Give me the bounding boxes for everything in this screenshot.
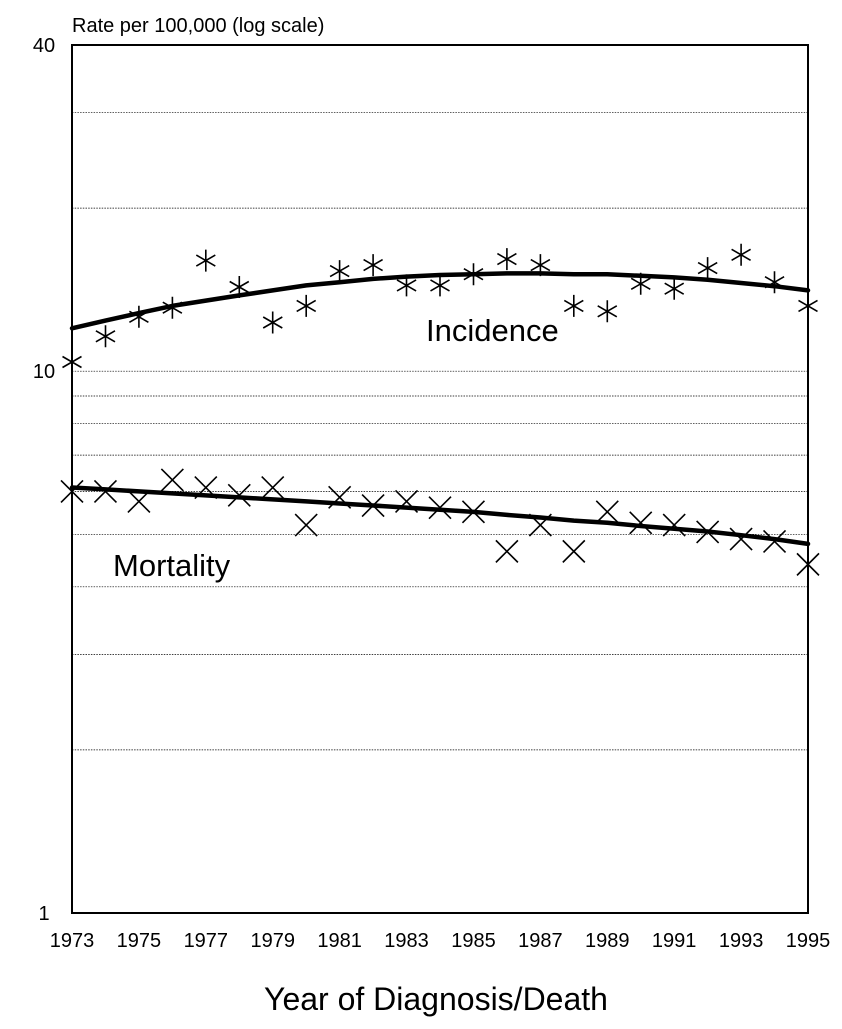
y-tick-label: 10 (33, 361, 55, 383)
x-axis-label: Year of Diagnosis/Death (264, 981, 608, 1017)
incidence-data-point (563, 294, 584, 317)
incidence-data-point (363, 254, 384, 277)
mortality-data-point (294, 513, 318, 537)
data-markers (60, 243, 820, 576)
x-tick-label: 1993 (719, 930, 764, 952)
x-tick-label: 1977 (184, 930, 229, 952)
y-tick-label: 1 (38, 903, 49, 925)
mortality-data-point (261, 475, 285, 500)
x-tick-label: 1991 (652, 930, 697, 952)
mortality-data-point (428, 496, 452, 520)
mortality-data-point (127, 489, 151, 513)
grid-lines (72, 112, 808, 751)
incidence-data-point (262, 311, 283, 334)
y-tick-labels: 1 10 40 (33, 35, 55, 925)
mortality-data-point (361, 493, 385, 518)
incidence-data-point (95, 325, 116, 348)
mortality-data-point (528, 513, 552, 537)
incidence-data-point (430, 274, 450, 297)
x-tick-label: 1973 (50, 930, 95, 952)
mortality-data-point (696, 520, 720, 544)
incidence-data-point (162, 296, 183, 319)
incidence-data-point (530, 254, 551, 277)
y-axis-label: Rate per 100,000 (log scale) (72, 15, 324, 37)
mortality-data-point (729, 527, 753, 551)
mortality-data-point (629, 511, 653, 535)
mortality-data-point (662, 513, 686, 537)
incidence-data-point (296, 294, 317, 317)
mortality-data-point (595, 500, 619, 524)
mortality-data-point (93, 479, 118, 503)
mortality-data-point (495, 539, 519, 563)
incidence-data-point (664, 277, 685, 300)
mortality-data-point (328, 485, 352, 509)
mortality-data-point (461, 500, 486, 524)
incidence-data-point (128, 305, 149, 328)
x-tick-label: 1985 (451, 930, 496, 952)
incidence-data-point (463, 263, 484, 286)
incidence-data-point (329, 260, 350, 283)
incidence-data-point (496, 248, 517, 271)
incidence-data-point (731, 243, 752, 266)
mortality-data-point (160, 468, 184, 492)
plot-frame (71, 44, 809, 914)
incidence-series-label: Incidence (426, 313, 559, 348)
incidence-data-point (630, 272, 651, 295)
x-tick-label: 1983 (384, 930, 429, 952)
incidence-data-point (697, 257, 718, 280)
x-tick-label: 1995 (786, 930, 831, 952)
mortality-data-point (394, 489, 419, 513)
mortality-data-point (194, 475, 218, 500)
x-tick-label: 1981 (317, 930, 362, 952)
incidence-data-point (396, 274, 417, 297)
incidence-data-point (229, 276, 250, 298)
incidence-data-point (597, 300, 618, 323)
mortality-trend-line (69, 485, 811, 547)
x-tick-label: 1989 (585, 930, 630, 952)
incidence-data-point (764, 271, 785, 294)
mortality-data-point (227, 483, 251, 507)
x-tick-label: 1975 (117, 930, 162, 952)
x-tick-labels: 1973 1975 1977 1979 1981 1983 1985 1987 1989 1991… (50, 930, 831, 952)
mortality-data-point (762, 529, 787, 554)
mortality-data-point (562, 539, 586, 563)
mortality-series-label: Mortality (113, 548, 231, 583)
x-tick-label: 1979 (250, 930, 295, 952)
x-tick-label: 1987 (518, 930, 563, 952)
incidence-data-point (195, 249, 216, 272)
y-tick-label: 40 (33, 35, 55, 57)
